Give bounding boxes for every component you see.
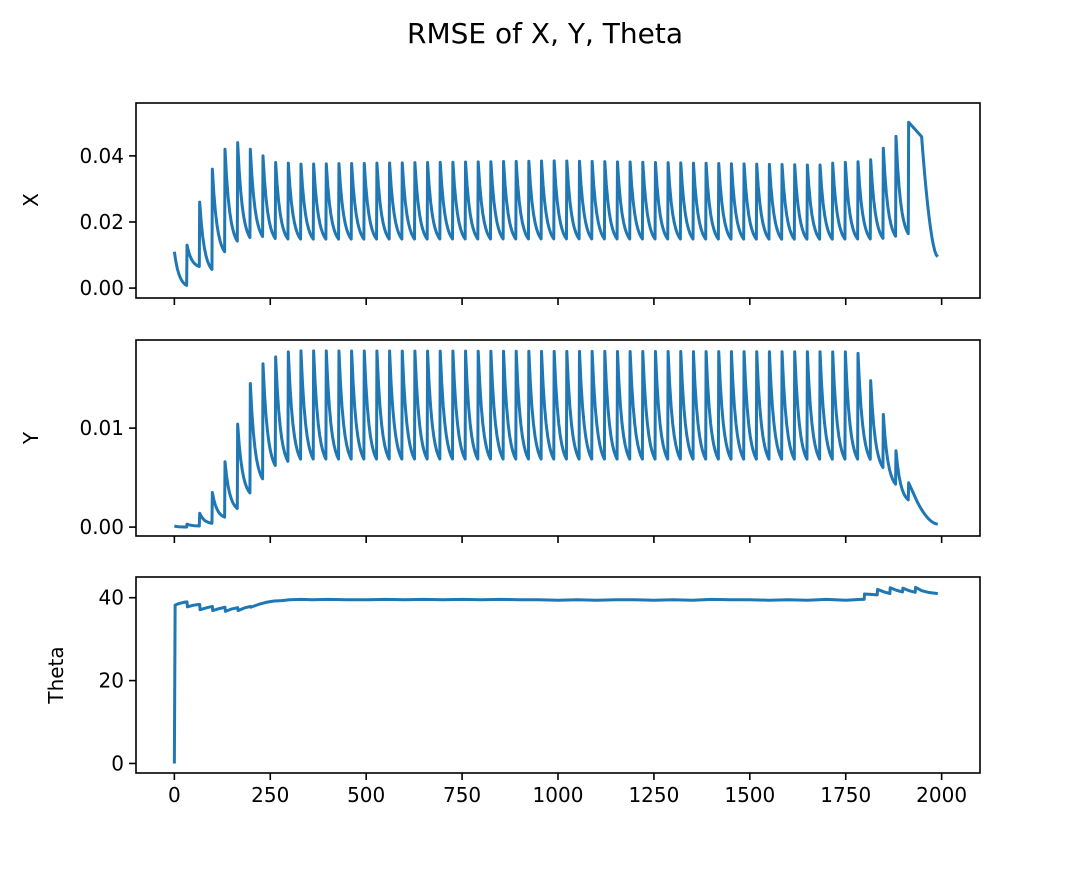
y-ytick-label-1: 0.01 <box>79 416 124 440</box>
x-subplot-xticks <box>173 298 943 305</box>
theta-ytick-label-0: 0 <box>111 751 124 775</box>
theta-ytick-label-2: 40 <box>99 586 124 610</box>
theta-ytick-label-1: 20 <box>99 669 124 693</box>
y-subplot-xticks <box>173 536 943 543</box>
theta-rmse-subplot: 0 250 500 750 1000 1250 1500 1750 2000 0 20 40 The… <box>44 576 981 807</box>
y-subplot-ylabel: Y <box>19 431 43 445</box>
x-rmse-subplot: 0.00 0.02 0.04 X <box>19 102 981 305</box>
theta-xtick-label-1000: 1000 <box>533 783 584 807</box>
theta-xtick-label-1750: 1750 <box>820 783 871 807</box>
figure-title: RMSE of X, Y, Theta <box>407 17 683 50</box>
theta-rmse-series-line <box>172 585 938 764</box>
y-subplot-yticks: 0.00 0.01 <box>79 416 136 539</box>
theta-xtick-label-1250: 1250 <box>628 783 679 807</box>
theta-xtick-label-0: 0 <box>168 783 181 807</box>
theta-xtick-label-500: 500 <box>347 783 385 807</box>
x-ytick-label-0: 0.00 <box>79 276 124 300</box>
y-rmse-subplot: 0.00 0.01 Y <box>19 339 981 543</box>
theta-subplot-ylabel: Theta <box>44 646 68 704</box>
x-rmse-series-line <box>172 120 939 287</box>
y-rmse-series-line <box>174 349 939 529</box>
theta-xtick-label-250: 250 <box>251 783 289 807</box>
theta-xtick-label-750: 750 <box>443 783 481 807</box>
theta-xtick-label-1500: 1500 <box>724 783 775 807</box>
x-ytick-label-2: 0.04 <box>79 144 124 168</box>
x-subplot-yticks: 0.00 0.02 0.04 <box>79 144 136 300</box>
y-ytick-label-0: 0.00 <box>79 515 124 539</box>
theta-subplot-yticks: 0 20 40 <box>99 586 136 775</box>
theta-xtick-label-2000: 2000 <box>916 783 967 807</box>
x-subplot-ylabel: X <box>19 193 43 207</box>
theta-subplot-xticks: 0 250 500 750 1000 1250 1500 1750 2000 <box>168 773 967 807</box>
x-ytick-label-1: 0.02 <box>79 210 124 234</box>
theta-subplot-frame <box>135 576 981 774</box>
